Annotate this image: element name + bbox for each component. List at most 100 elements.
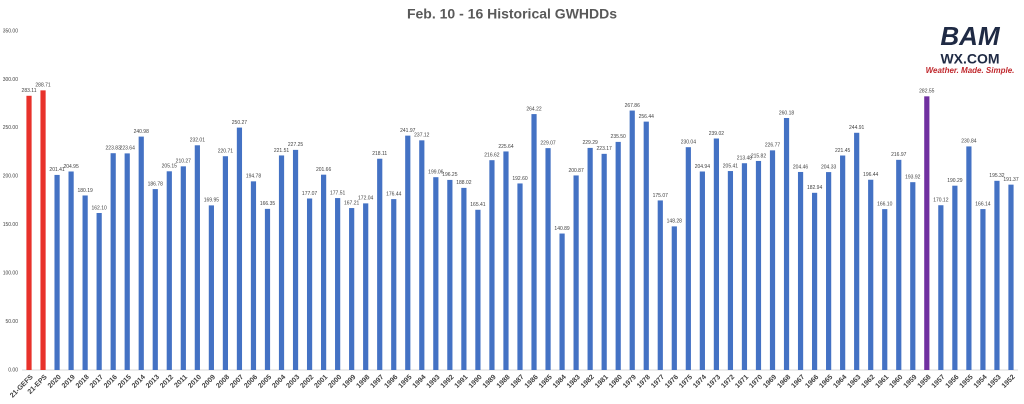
- value-label: 201.66: [316, 167, 332, 173]
- value-label: 166.35: [260, 201, 276, 207]
- value-label: 221.45: [835, 148, 851, 154]
- logo-brand: BAM: [940, 21, 1001, 51]
- value-label: 264.22: [526, 106, 542, 112]
- x-tick-label: 1994: [412, 374, 428, 390]
- value-label: 182.94: [807, 185, 823, 191]
- value-label: 213.48: [737, 156, 753, 162]
- value-label: 193.92: [905, 175, 921, 181]
- value-label: 216.62: [484, 153, 500, 159]
- bar: [643, 121, 649, 371]
- bar: [727, 171, 734, 370]
- x-tick-label: 2013: [145, 374, 161, 390]
- logo-site: WX.COM: [940, 51, 999, 67]
- bar: [461, 187, 467, 370]
- x-tick-label: 1998: [355, 374, 371, 390]
- x-tick-label: 2007: [229, 374, 245, 390]
- y-tick-label: 50.00: [5, 319, 18, 325]
- x-tick-label: 2010: [187, 374, 203, 390]
- x-tick-label: 2009: [201, 374, 217, 390]
- y-tick-label: 250.00: [3, 125, 19, 131]
- bar: [306, 198, 313, 370]
- bar: [615, 141, 621, 370]
- x-tick-label: 1985: [538, 374, 554, 390]
- x-tick-label: 1974: [692, 374, 708, 390]
- value-label: 204.33: [821, 164, 837, 170]
- bar: [292, 149, 299, 370]
- bar: [68, 171, 74, 370]
- x-tick-label: 1961: [874, 374, 890, 390]
- bar: [489, 160, 495, 370]
- x-tick-label: 1962: [860, 374, 876, 390]
- bar: [208, 205, 214, 370]
- x-tick-label: 1991: [454, 374, 470, 390]
- bar: [840, 155, 846, 370]
- x-tick-label: 1968: [776, 374, 792, 390]
- x-tick-label: 1975: [678, 374, 694, 390]
- bar: [222, 156, 229, 370]
- bar: [110, 153, 116, 370]
- value-label: 256.44: [639, 114, 655, 120]
- bar: [545, 148, 551, 370]
- x-tick-label: 1971: [734, 374, 750, 390]
- value-label: 232.01: [190, 138, 206, 144]
- bar: [587, 147, 593, 370]
- bar: [419, 140, 425, 370]
- value-label: 282.55: [919, 89, 935, 95]
- value-label: 196.44: [863, 172, 879, 178]
- bar: [152, 189, 158, 370]
- x-tick-label: 1955: [959, 374, 975, 390]
- bar: [769, 150, 776, 370]
- value-label: 191.37: [1003, 177, 1019, 183]
- bar: [559, 233, 565, 370]
- value-label: 240.98: [134, 129, 150, 135]
- value-label: 241.97: [400, 128, 416, 134]
- x-tick-label: 1996: [383, 374, 399, 390]
- bar: [278, 155, 285, 370]
- x-tick-label: 1972: [720, 374, 736, 390]
- x-tick-label: 1997: [369, 374, 385, 390]
- bar: [854, 132, 860, 370]
- value-label: 165.41: [470, 202, 486, 208]
- x-tick-label: 2006: [243, 374, 259, 390]
- bar: [194, 145, 200, 370]
- bar: [573, 175, 579, 370]
- bar: [938, 205, 944, 370]
- value-label: 223.17: [597, 146, 613, 152]
- value-label: 230.84: [961, 139, 977, 145]
- bar: [124, 153, 130, 370]
- value-label: 204.94: [695, 164, 711, 170]
- x-tick-label: 2008: [215, 374, 231, 390]
- bar: [180, 166, 186, 370]
- value-label: 166.10: [877, 201, 893, 207]
- bar: [826, 172, 832, 370]
- value-label: 186.78: [148, 181, 164, 187]
- bar: [882, 209, 888, 370]
- bar: [138, 136, 144, 370]
- bar: [741, 163, 748, 370]
- value-label: 176.44: [386, 191, 402, 197]
- x-tick-label: 2014: [131, 374, 147, 390]
- value-label: 223.83: [106, 146, 122, 152]
- bar: [811, 192, 818, 370]
- value-label: 195.32: [989, 173, 1005, 179]
- x-tick-label: 1965: [818, 374, 834, 390]
- y-tick-label: 200.00: [3, 174, 19, 180]
- value-label: 199.06: [428, 170, 444, 176]
- value-label: 239.02: [709, 131, 725, 137]
- value-label: 220.71: [218, 149, 234, 155]
- value-label: 204.46: [793, 164, 809, 170]
- value-label: 221.51: [274, 148, 290, 154]
- x-tick-label: 1995: [398, 374, 414, 390]
- value-label: 250.27: [232, 120, 248, 126]
- x-tick-label: 2000: [327, 374, 343, 390]
- value-label: 230.04: [681, 140, 697, 146]
- value-label: 237.12: [414, 133, 430, 139]
- x-tick-label: 1978: [636, 374, 652, 390]
- chart-title: Feb. 10 - 16 Historical GWHDDs: [407, 6, 617, 22]
- x-tick-label: 1988: [496, 374, 512, 390]
- value-label: 204.95: [63, 164, 79, 170]
- bar: [377, 158, 383, 370]
- x-tick-label: 1992: [440, 374, 456, 390]
- bar: [96, 212, 102, 370]
